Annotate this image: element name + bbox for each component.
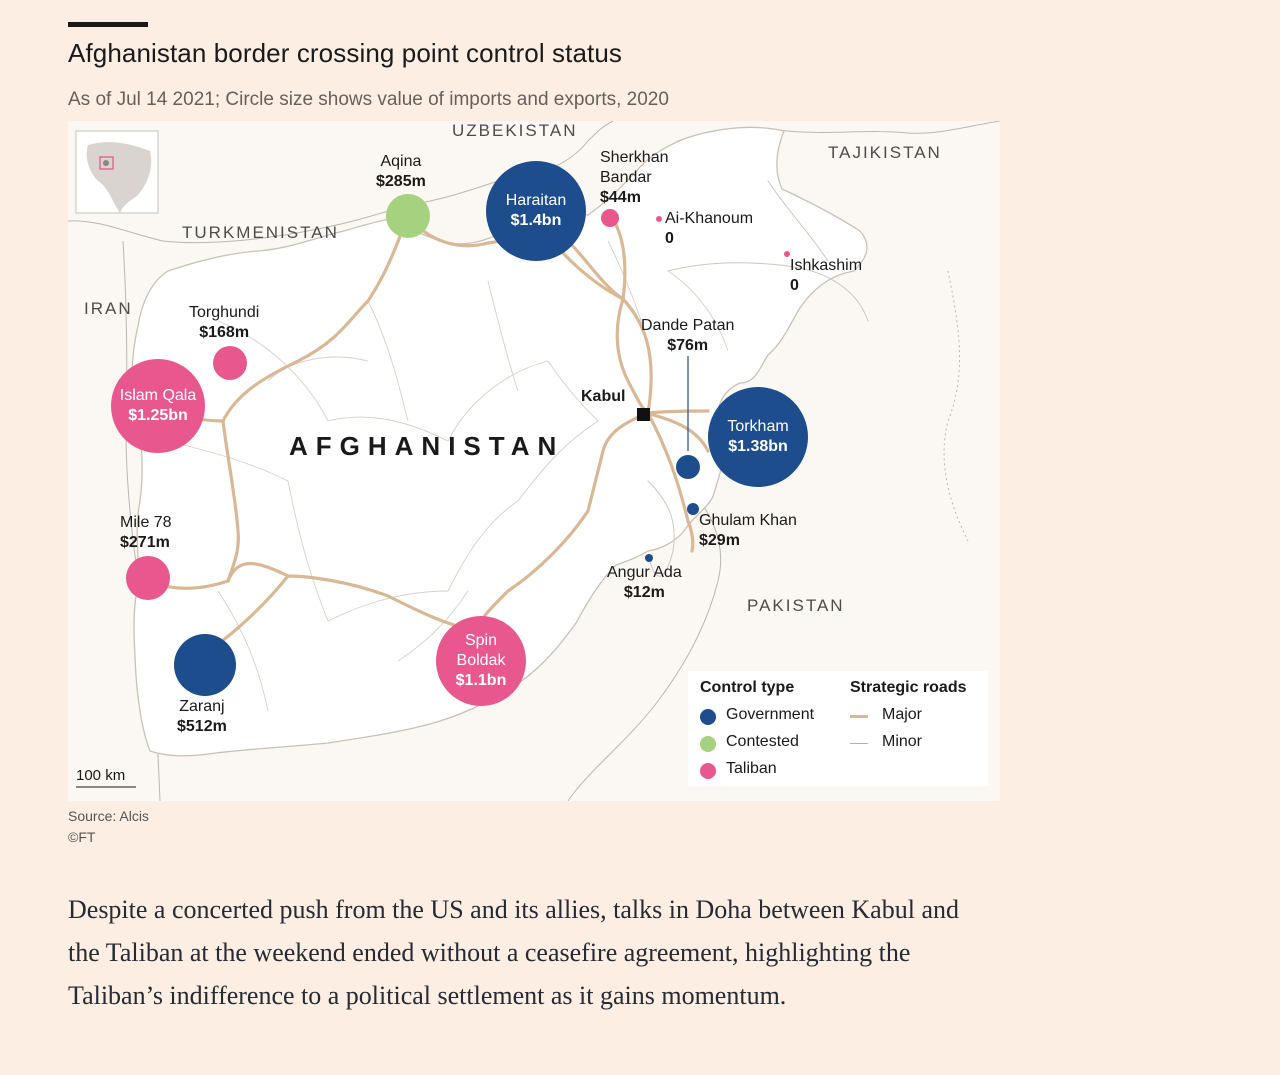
- ghulam-khan-marker: [687, 503, 699, 515]
- header-rule: [68, 22, 148, 27]
- ai-khanoum-value: 0: [665, 230, 674, 247]
- aqina-value: $285m: [376, 173, 426, 190]
- zaranj-name: Zaranj: [179, 698, 225, 715]
- scale-label: 100 km: [76, 767, 126, 784]
- torghundi-label: Torghundi $168m: [189, 303, 259, 343]
- sherkhan-bandar-value: $44m: [600, 189, 641, 206]
- aqina-label: Aqina $285m: [376, 152, 426, 192]
- legend-minor-swatch: [850, 743, 868, 744]
- source-credit: Source: Alcis ©FT: [68, 806, 149, 848]
- dande-patan-name: Dande Patan: [641, 317, 735, 334]
- copyright-line: ©FT: [68, 829, 96, 845]
- sherkhan-bandar-label: Sherkhan Bandar $44m: [600, 148, 669, 208]
- ai-khanoum-marker: [656, 216, 662, 222]
- label-tajikistan: TAJIKISTAN: [828, 143, 942, 162]
- zaranj-value: $512m: [177, 718, 227, 735]
- spin-boldak-marker: [436, 616, 526, 706]
- spin-boldak-label: Spin Boldak $1.1bn: [441, 631, 521, 691]
- kabul-marker: [637, 408, 650, 421]
- ishkashim-name: Ishkashim: [790, 257, 863, 274]
- angur-ada-label: Angur Ada $12m: [607, 563, 682, 603]
- chart-subtitle: As of Jul 14 2021; Circle size shows val…: [68, 89, 669, 110]
- ai-khanoum-label: Ai-Khanoum 0: [665, 209, 753, 249]
- zaranj-marker: [174, 634, 236, 696]
- legend-roads-title: Strategic roads: [850, 679, 967, 696]
- article-paragraph: Despite a concerted push from the US and…: [68, 895, 959, 1010]
- mile-78-label: Mile 78 $271m: [120, 513, 172, 553]
- major-roads: [146, 209, 710, 653]
- torghundi-name: Torghundi: [189, 304, 260, 321]
- legend-control-title: Control type: [700, 679, 795, 696]
- spin-boldak-name-1: Spin: [464, 632, 498, 649]
- legend-minor: Minor: [882, 733, 923, 750]
- map-container: UZBEKISTAN TAJIKISTAN TURKMENISTAN IRAN …: [68, 121, 1000, 801]
- mile-78-value: $271m: [120, 534, 170, 551]
- legend-contested-swatch: [700, 736, 716, 752]
- minor-roads: [647, 180, 869, 577]
- sherkhan-bandar-name-2: Bandar: [600, 169, 652, 186]
- legend-taliban: Taliban: [726, 760, 777, 777]
- legend-major: Major: [882, 706, 923, 723]
- chart-title: Afghanistan border crossing point contro…: [68, 38, 622, 68]
- legend-contested: Contested: [726, 733, 799, 750]
- label-pakistan: PAKISTAN: [747, 596, 845, 615]
- aqina-marker: [386, 194, 430, 238]
- torkham-label: Torkham $1.38bn: [708, 417, 808, 457]
- torghundi-value: $168m: [199, 324, 250, 341]
- islam-qala-marker: [111, 359, 205, 453]
- locator-inset: [75, 130, 159, 214]
- spin-boldak-value: $1.1bn: [455, 672, 507, 689]
- zaranj-label: Zaranj $512m: [177, 697, 227, 737]
- torkham-name: Torkham: [727, 418, 789, 435]
- legend-major-swatch: [850, 715, 868, 718]
- label-turkmenistan: TURKMENISTAN: [182, 223, 339, 242]
- legend: Control type Government Contested Taliba…: [688, 671, 988, 786]
- label-afghanistan: AFGHANISTAN: [289, 431, 565, 461]
- ishkashim-marker: [784, 251, 790, 257]
- haraitan-label: Haraitan $1.4bn: [486, 191, 586, 231]
- ghulam-khan-label: Ghulam Khan $29m: [699, 511, 797, 551]
- ishkashim-label: Ishkashim 0: [790, 256, 862, 296]
- legend-government-swatch: [700, 709, 716, 725]
- map-canvas: [68, 121, 1000, 801]
- sherkhan-bandar-name-1: Sherkhan: [600, 149, 669, 166]
- aqina-name: Aqina: [380, 153, 422, 170]
- label-uzbekistan: UZBEKISTAN: [452, 121, 578, 140]
- islam-qala-label: Islam Qala $1.25bn: [108, 386, 208, 426]
- mile-78-marker: [126, 556, 170, 600]
- ai-khanoum-name: Ai-Khanoum: [665, 210, 754, 227]
- mile-78-name: Mile 78: [120, 514, 172, 531]
- legend-government: Government: [726, 706, 815, 723]
- dande-patan-value: $76m: [667, 337, 709, 354]
- sherkhan-bandar-marker: [601, 209, 619, 227]
- dande-patan-marker: [676, 455, 700, 479]
- haraitan-name: Haraitan: [505, 192, 567, 209]
- source-line: Source: Alcis: [68, 808, 149, 824]
- label-iran: IRAN: [84, 299, 133, 318]
- islam-qala-name: Islam Qala: [119, 387, 197, 404]
- capital-label: Kabul: [581, 388, 626, 405]
- islam-qala-value: $1.25bn: [128, 407, 188, 424]
- angur-ada-marker: [645, 554, 653, 562]
- ghulam-khan-name: Ghulam Khan: [699, 512, 797, 529]
- ghulam-khan-value: $29m: [699, 532, 740, 549]
- spin-boldak-name-2: Boldak: [456, 652, 506, 669]
- haraitan-value: $1.4bn: [510, 212, 562, 229]
- torkham-value: $1.38bn: [728, 438, 788, 455]
- torghundi-marker: [213, 346, 247, 380]
- angur-ada-value: $12m: [623, 584, 665, 601]
- angur-ada-name: Angur Ada: [607, 564, 682, 581]
- torkham-marker: [708, 387, 808, 487]
- dande-patan-label: Dande Patan $76m: [641, 316, 734, 356]
- ishkashim-value: 0: [790, 277, 799, 294]
- legend-taliban-swatch: [700, 763, 716, 779]
- haraitan-marker: [486, 161, 586, 261]
- province-borders: [167, 240, 729, 712]
